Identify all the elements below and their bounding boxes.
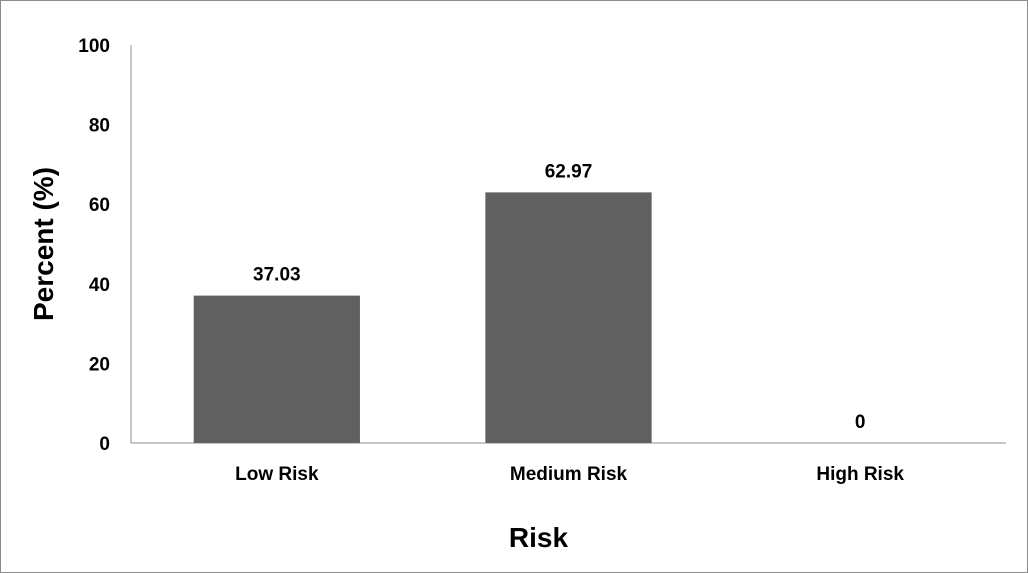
y-tick-label: 0 <box>99 434 110 455</box>
y-tick-labels: 0 20 40 60 80 100 <box>78 36 110 455</box>
bars <box>193 192 652 443</box>
data-label: 62.97 <box>545 161 593 182</box>
category-labels: Low Risk Medium Risk High Risk <box>235 464 904 485</box>
y-tick-label: 60 <box>89 195 110 216</box>
data-labels: 37.03 62.97 0 <box>253 161 865 433</box>
x-tick-label: Medium Risk <box>510 464 628 485</box>
bar <box>485 192 652 443</box>
x-axis-title: Risk <box>509 522 569 553</box>
y-axis-title: Percent (%) <box>28 167 59 321</box>
y-tick-label: 40 <box>89 275 110 296</box>
data-label: 0 <box>855 412 866 433</box>
y-tick-label: 100 <box>78 36 110 57</box>
bar <box>193 295 360 443</box>
data-label: 37.03 <box>253 265 301 286</box>
y-tick-label: 20 <box>89 354 110 375</box>
x-tick-label: High Risk <box>816 464 904 485</box>
y-tick-label: 80 <box>89 116 110 137</box>
x-tick-label: Low Risk <box>235 464 319 485</box>
